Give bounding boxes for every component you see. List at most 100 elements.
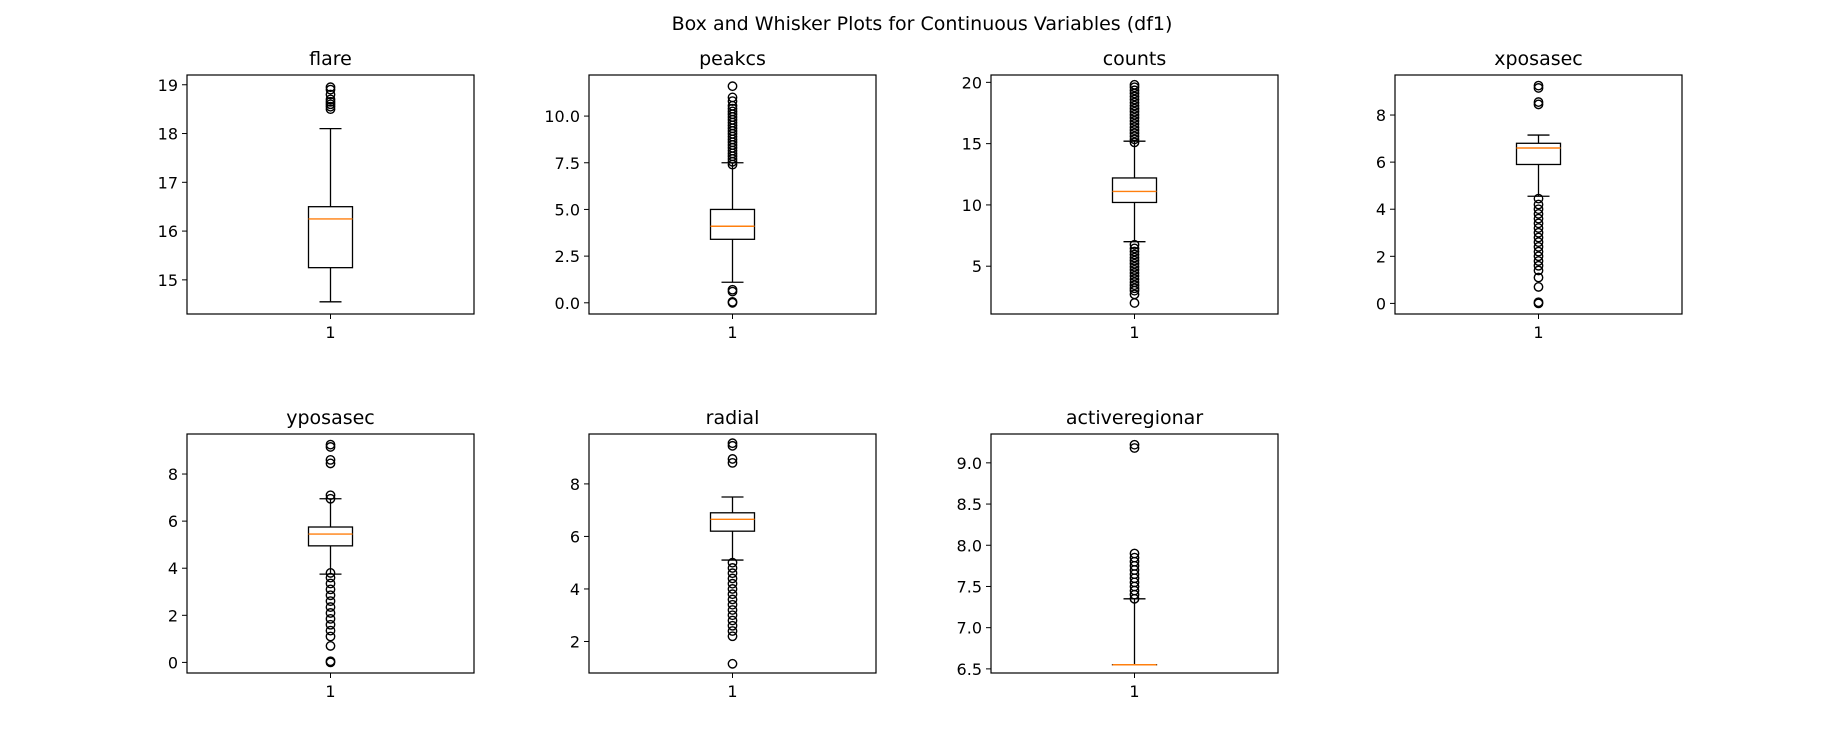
x-tick-label: 1	[325, 682, 335, 701]
outlier-point	[1129, 94, 1140, 105]
outlier-point	[325, 596, 336, 607]
outlier-point	[1533, 272, 1544, 283]
outlier-point	[325, 641, 336, 651]
outlier-point	[1129, 443, 1140, 453]
y-tick-label: 15	[962, 135, 982, 154]
outlier-point	[1533, 282, 1544, 292]
outlier-point	[727, 620, 738, 631]
outlier-point	[325, 578, 336, 589]
outlier-point	[1129, 137, 1140, 148]
subplot-yposasec: yposasec 0 2 4 6 8 1	[168, 407, 475, 701]
y-tick-label: 7.0	[957, 619, 982, 638]
outlier-point	[1533, 80, 1544, 91]
outlier-point	[325, 493, 336, 504]
y-tick-label: 0	[1376, 294, 1386, 313]
outlier-point	[727, 578, 738, 589]
outlier-point	[1129, 79, 1140, 90]
outlier-point	[727, 599, 738, 610]
outlier-point	[727, 563, 738, 573]
x-tick-label: 1	[1129, 323, 1139, 342]
outlier-point	[727, 610, 738, 621]
outlier-point	[727, 573, 738, 584]
subplot-peakcs: peakcs 0.0 2.5 5.0 7.5 10.0 1	[544, 48, 877, 342]
outlier-point	[727, 615, 738, 626]
outlier-point	[1533, 256, 1544, 266]
y-tick-label: 2	[570, 632, 580, 651]
y-tick-label: 4	[1376, 200, 1386, 219]
outlier-point	[1129, 100, 1140, 111]
y-tick-label: 8.0	[957, 536, 982, 555]
iqr-box	[709, 512, 756, 532]
outlier-point	[325, 94, 336, 105]
outlier-point	[1533, 265, 1544, 276]
outlier-point	[1129, 243, 1140, 254]
outlier-point	[1129, 97, 1140, 108]
outlier-point	[325, 89, 336, 100]
outlier-point	[727, 454, 738, 464]
outlier-point	[325, 568, 336, 578]
subplot-activeregionar: activeregionar 6.5 7.0 7.5 8.0 8.5 9.0 1	[957, 407, 1279, 701]
outlier-point	[325, 82, 336, 93]
outlier-point	[727, 103, 738, 114]
outlier-point	[727, 438, 738, 449]
outlier-point	[727, 594, 738, 605]
outlier-point	[1129, 261, 1140, 272]
outlier-point	[1129, 103, 1140, 114]
outlier-point	[1533, 260, 1544, 271]
iqr-box	[307, 526, 354, 547]
y-tick-label: 16	[158, 222, 178, 241]
y-tick-label: 15	[158, 271, 178, 290]
outlier-point	[1533, 213, 1544, 224]
outlier-point	[727, 589, 738, 600]
outlier-point	[727, 568, 738, 579]
outlier-point	[325, 619, 336, 630]
outlier-point	[727, 96, 738, 107]
outlier-point	[727, 440, 738, 451]
y-tick-label: 5.0	[555, 200, 580, 219]
x-tick-label: 1	[1129, 682, 1139, 701]
outlier-point	[325, 590, 336, 601]
subplot-title: counts	[1103, 48, 1167, 70]
outlier-point	[727, 631, 738, 642]
y-tick-label: 0	[168, 653, 178, 672]
iqr-box	[709, 208, 756, 240]
outlier-point	[1129, 122, 1140, 132]
outlier-point	[727, 296, 738, 307]
outlier-point	[325, 656, 336, 667]
outlier-point	[1129, 106, 1140, 117]
outlier-point	[727, 557, 738, 568]
outlier-point	[1533, 297, 1544, 308]
outlier-point	[1533, 97, 1544, 107]
outlier-point	[325, 613, 336, 624]
y-tick-label: 8	[1376, 106, 1386, 125]
subplot-xposasec: xposasec 0 2 4 6 8 1	[1376, 48, 1683, 342]
subplot-title: flare	[309, 48, 352, 70]
outlier-point	[1129, 271, 1140, 281]
outlier-point	[1129, 116, 1140, 126]
y-tick-label: 6	[570, 527, 580, 546]
outlier-point	[1533, 251, 1544, 262]
outlier-point	[325, 602, 336, 612]
y-tick-label: 2.5	[555, 247, 580, 266]
outlier-point	[727, 284, 738, 295]
outlier-point	[1129, 112, 1140, 123]
y-tick-label: 8	[570, 475, 580, 494]
outlier-point	[1129, 289, 1140, 300]
outlier-point	[1533, 193, 1544, 204]
subplot-title: yposasec	[286, 407, 375, 429]
outlier-point	[727, 92, 738, 103]
outlier-point	[727, 106, 738, 117]
x-tick-label: 1	[727, 682, 737, 701]
outlier-point	[1129, 128, 1140, 139]
y-tick-label: 9.0	[957, 454, 982, 473]
outlier-point	[325, 584, 336, 595]
y-tick-label: 18	[158, 125, 178, 144]
y-tick-label: 8	[168, 465, 178, 484]
y-tick-label: 2	[168, 606, 178, 625]
outlier-point	[325, 608, 336, 618]
outlier-point	[1129, 264, 1140, 275]
y-tick-label: 10.0	[544, 107, 580, 126]
outlier-point	[1533, 237, 1544, 248]
